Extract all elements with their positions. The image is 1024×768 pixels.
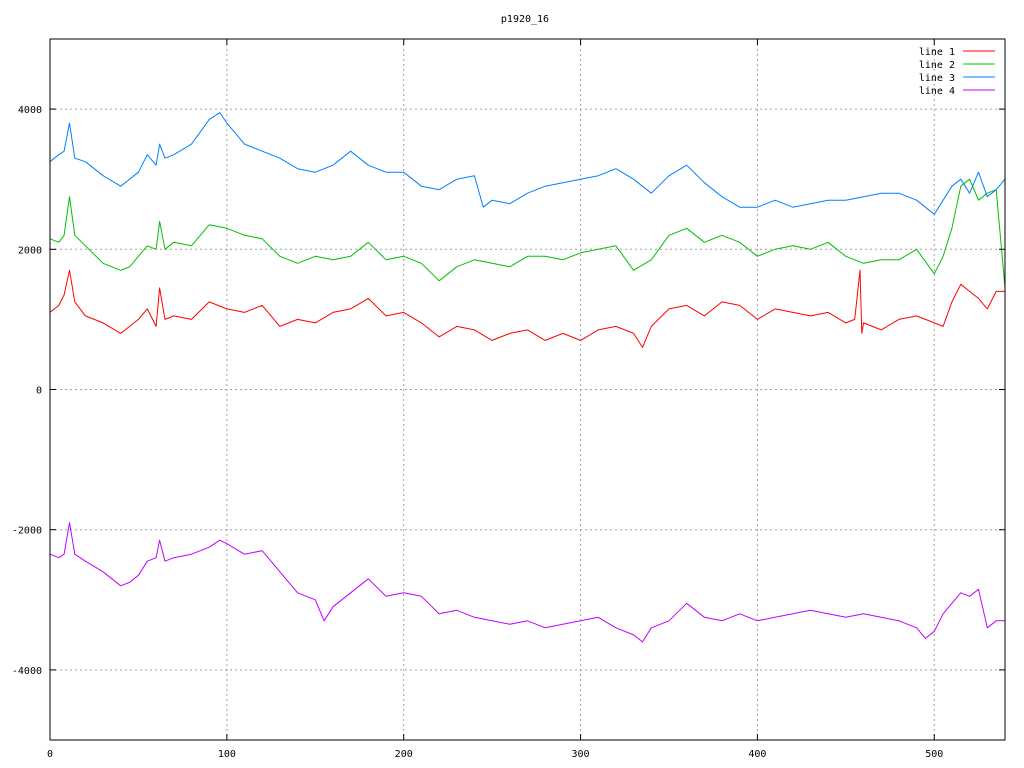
y-tick-label: -4000 bbox=[12, 666, 42, 677]
legend-label-2: line 2 bbox=[919, 60, 955, 71]
x-tick-label: 200 bbox=[395, 749, 413, 760]
tick-labels: 0 100 200 300 400 500 -4000 -2000 0 2000 4000 bbox=[12, 105, 943, 760]
y-tick-label: 0 bbox=[36, 386, 42, 397]
y-tick-label: -2000 bbox=[12, 526, 42, 537]
x-tick-label: 100 bbox=[218, 749, 236, 760]
x-tick-label: 0 bbox=[47, 749, 53, 760]
grid-lines bbox=[50, 39, 1005, 740]
series-lines bbox=[49, 112, 1006, 643]
series-line-3 bbox=[49, 112, 1006, 215]
x-tick-label: 400 bbox=[748, 749, 766, 760]
series-line-2 bbox=[49, 178, 1006, 288]
series-line-4 bbox=[49, 522, 1005, 643]
legend: line 1 line 2 line 3 line 4 bbox=[919, 47, 995, 97]
legend-label-3: line 3 bbox=[919, 73, 955, 84]
legend-label-1: line 1 bbox=[919, 47, 955, 58]
y-tick-label: 2000 bbox=[18, 245, 42, 256]
x-tick-label: 500 bbox=[925, 749, 943, 760]
series-line-1 bbox=[49, 269, 1005, 348]
chart-title: p1920_16 bbox=[501, 14, 549, 25]
x-tick-label: 300 bbox=[572, 749, 590, 760]
legend-label-4: line 4 bbox=[919, 86, 955, 97]
y-tick-label: 4000 bbox=[18, 105, 42, 116]
axes bbox=[49, 38, 1006, 741]
